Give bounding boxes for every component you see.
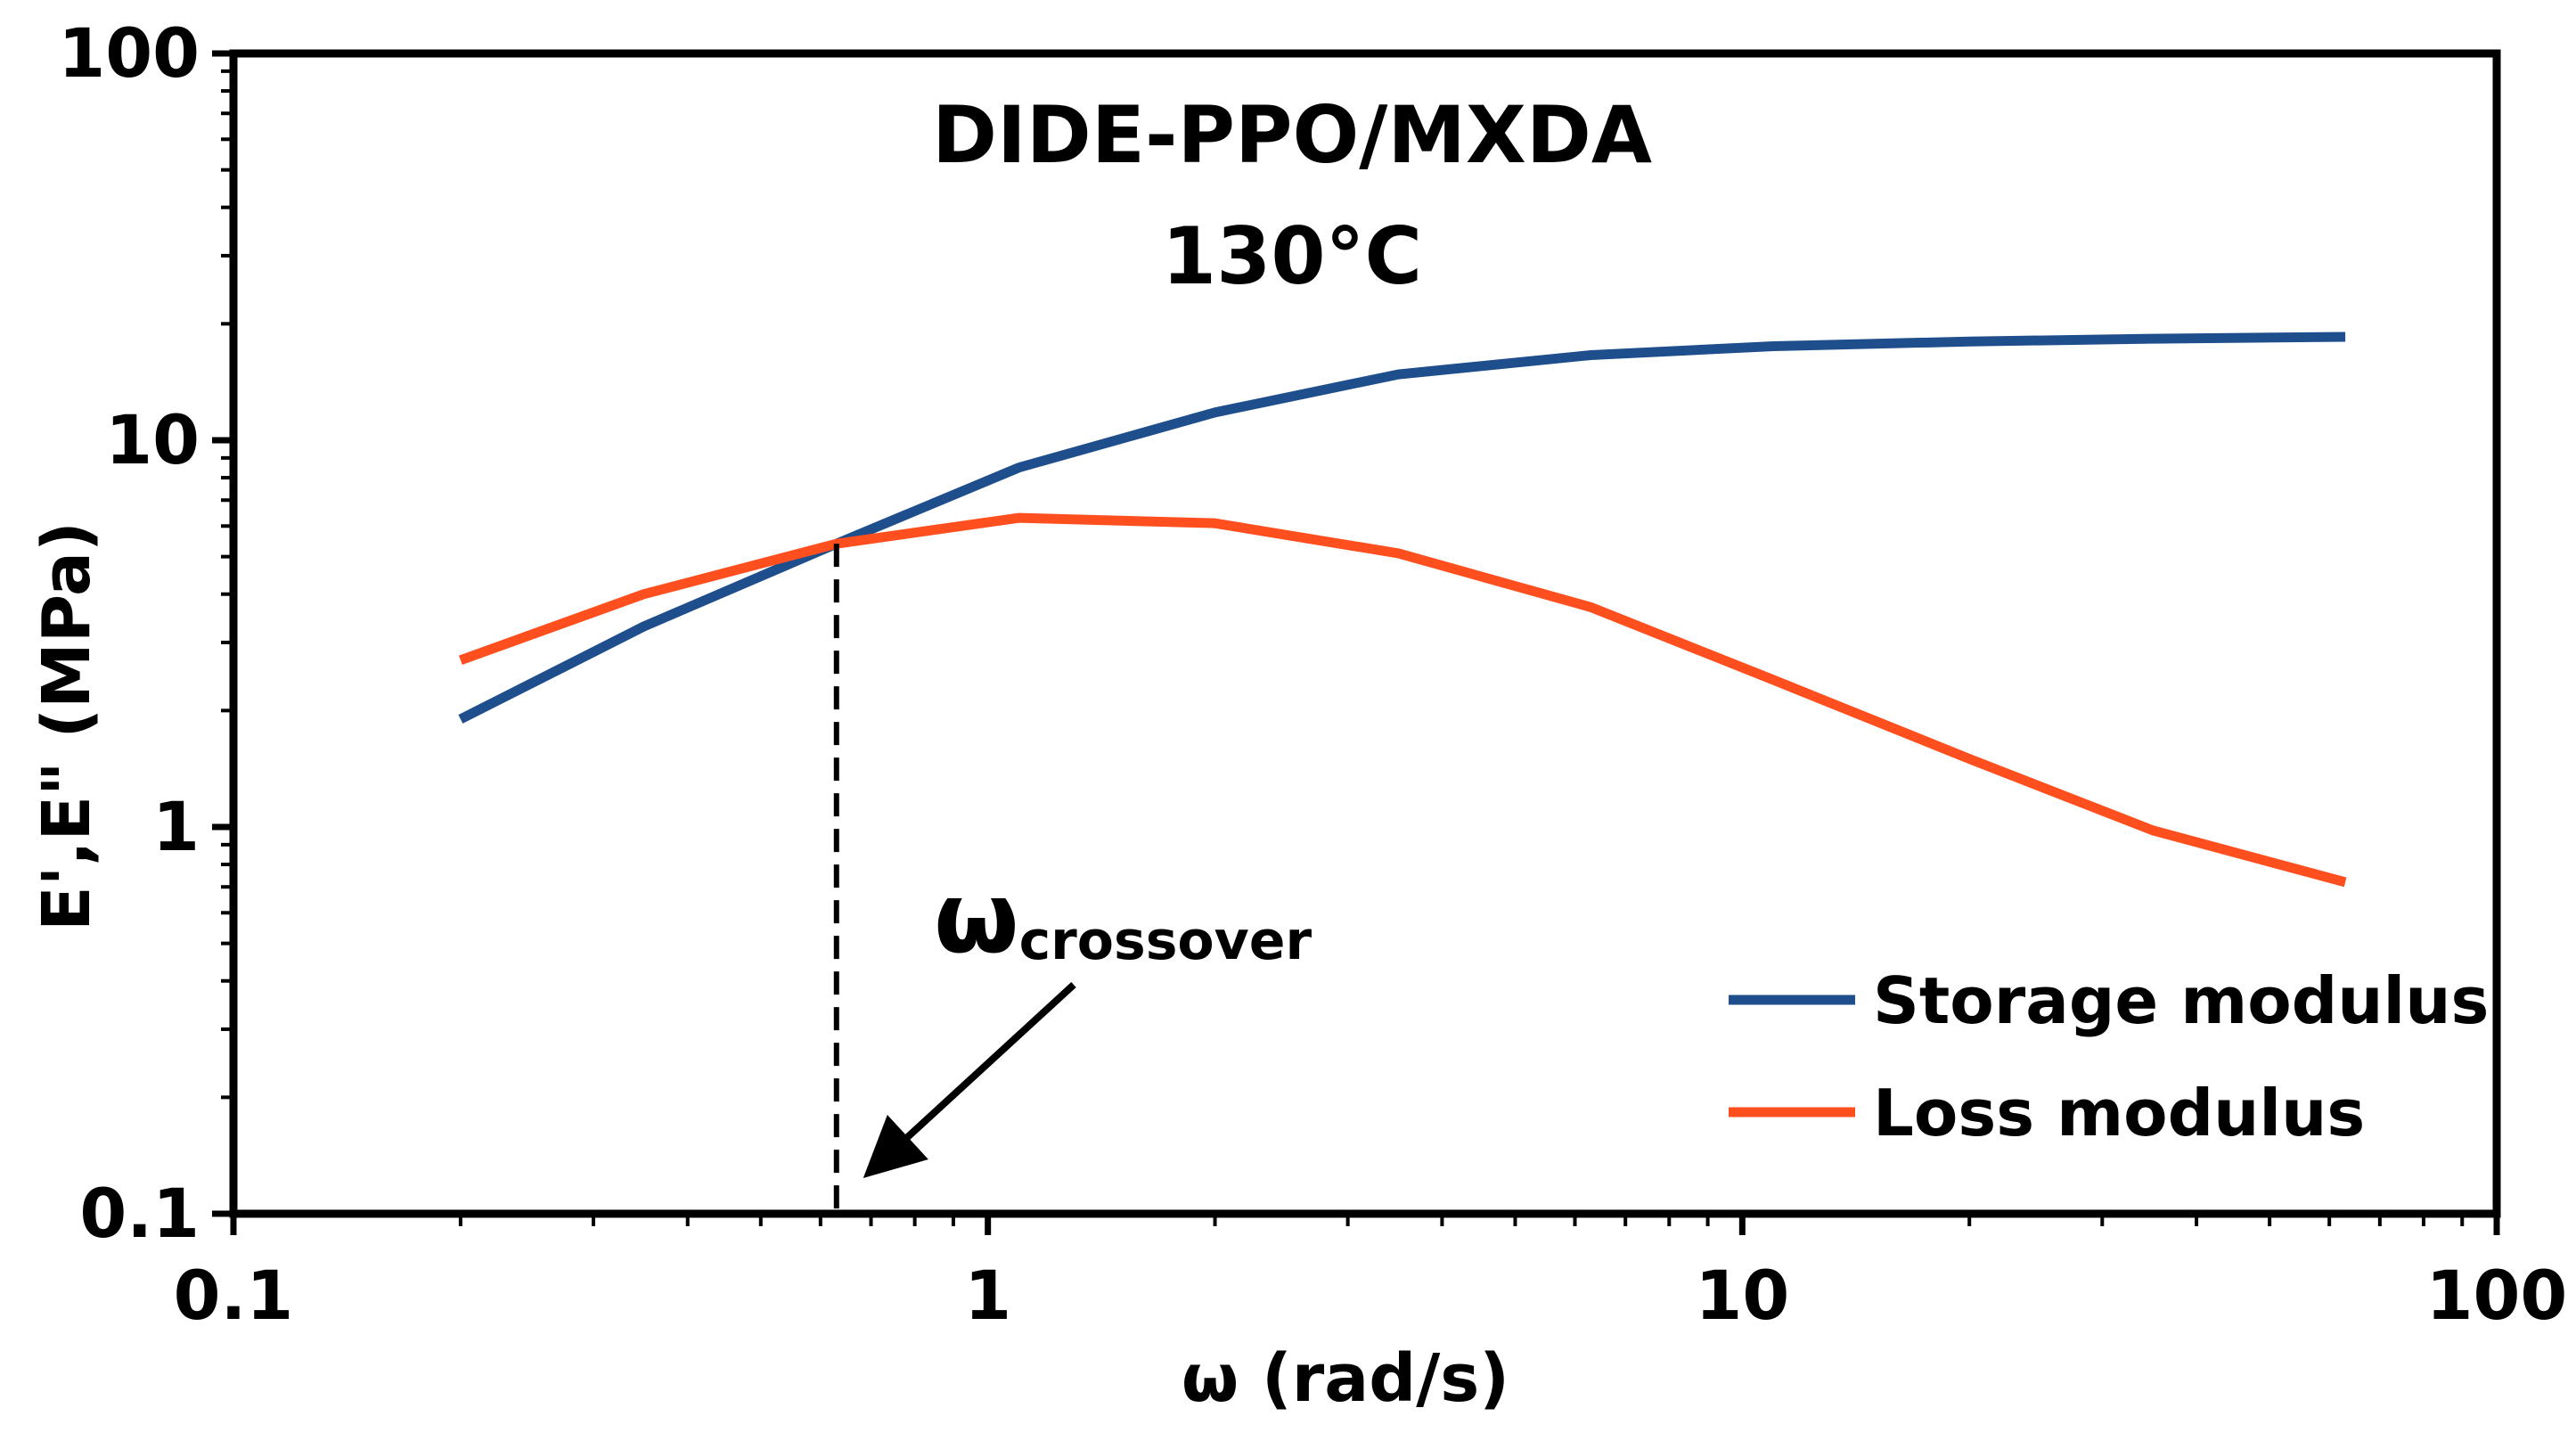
y-tick-label: 0.1 — [79, 1174, 200, 1253]
legend-label-loss: Loss modulus — [1873, 1076, 2365, 1150]
legend-label-storage: Storage modulus — [1873, 963, 2489, 1038]
x-tick-labels: 0.1 1 10 100 — [174, 1256, 2568, 1335]
chart-subtitle: 130°C — [1162, 210, 1422, 302]
y-axis-title: E',E" (MPa) — [29, 521, 105, 931]
x-axis-title: ω (rad/s) — [1182, 1340, 1509, 1417]
series-line-storage-modulus — [458, 332, 2346, 724]
crossover-arrow-shaft — [886, 982, 1076, 1158]
x-tick-label: 100 — [2426, 1256, 2568, 1335]
x-tick-label: 10 — [1695, 1256, 1789, 1335]
crossover-arrow-head — [863, 1114, 928, 1178]
y-tick-label: 100 — [58, 13, 200, 93]
chart-title: DIDE-PPO/MXDA — [932, 89, 1652, 181]
x-tick-label: 0.1 — [174, 1256, 294, 1335]
crossover-label: ωcrossover — [934, 861, 1312, 975]
y-tick-label: 1 — [152, 787, 200, 866]
legend: Storage modulus Loss modulus — [1729, 963, 2489, 1150]
y-tick-label: 10 — [105, 400, 200, 479]
plot-area-frame — [229, 49, 2501, 1218]
x-tick-label: 1 — [964, 1256, 1011, 1335]
crossover-label-main: ω — [934, 861, 1019, 975]
series-line-loss-modulus — [459, 512, 2347, 888]
y-tick-labels: 0.1 1 10 100 — [58, 13, 200, 1253]
crossover-label-sub: crossover — [1019, 910, 1313, 972]
annotation-layer: ωcrossover — [833, 544, 1312, 1214]
series-layer — [458, 332, 2347, 888]
